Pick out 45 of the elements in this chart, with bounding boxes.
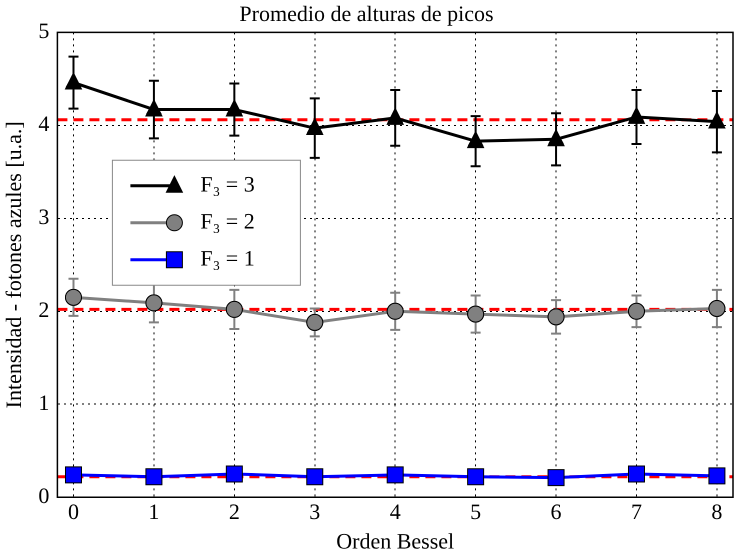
point [708, 467, 726, 484]
point [386, 302, 404, 320]
legend-label: F₃ = 3 [200, 172, 255, 197]
y-tick-label: 0 [38, 482, 50, 508]
x-tick-label: 1 [148, 499, 160, 524]
point [64, 466, 82, 484]
x-tick-label: 2 [228, 499, 240, 524]
point [467, 306, 484, 323]
point [145, 468, 162, 486]
point [548, 129, 565, 146]
point [628, 465, 645, 482]
x-tick-label: 0 [68, 499, 79, 524]
x-tick-label: 6 [550, 499, 562, 524]
y-tick-label: 3 [38, 204, 50, 230]
point [548, 469, 565, 486]
x-tick-label: 5 [470, 499, 482, 524]
point [386, 466, 404, 484]
x-tick-label: 8 [711, 499, 722, 524]
y-axis-title: Intensidad - fotones azules [u.a.] [0, 121, 26, 408]
point [467, 468, 484, 486]
point [708, 300, 726, 317]
chart-title: Promedio de alturas de picos [239, 0, 494, 26]
legend-label: F₃ = 2 [200, 208, 255, 234]
point [306, 118, 324, 136]
y-tick-label: 1 [38, 390, 50, 416]
y-tick-label: 4 [38, 111, 50, 136]
y-tick-label: 2 [38, 297, 50, 322]
y-tick-label: 5 [38, 18, 50, 44]
point [226, 465, 243, 482]
point [386, 108, 404, 125]
x-tick-label: 7 [630, 499, 642, 524]
point [628, 302, 645, 320]
point [467, 131, 484, 148]
x-tick-label: 3 [309, 499, 320, 524]
point [306, 314, 324, 331]
legend-label: F₃ = 1 [200, 246, 255, 271]
point [548, 308, 565, 326]
x-axis-title: Orden Bessel [336, 528, 454, 554]
point [628, 106, 645, 124]
point [64, 288, 82, 306]
point [145, 294, 162, 312]
point [306, 468, 324, 486]
point [708, 112, 726, 129]
x-tick-label: 4 [390, 499, 401, 524]
point [226, 300, 243, 318]
